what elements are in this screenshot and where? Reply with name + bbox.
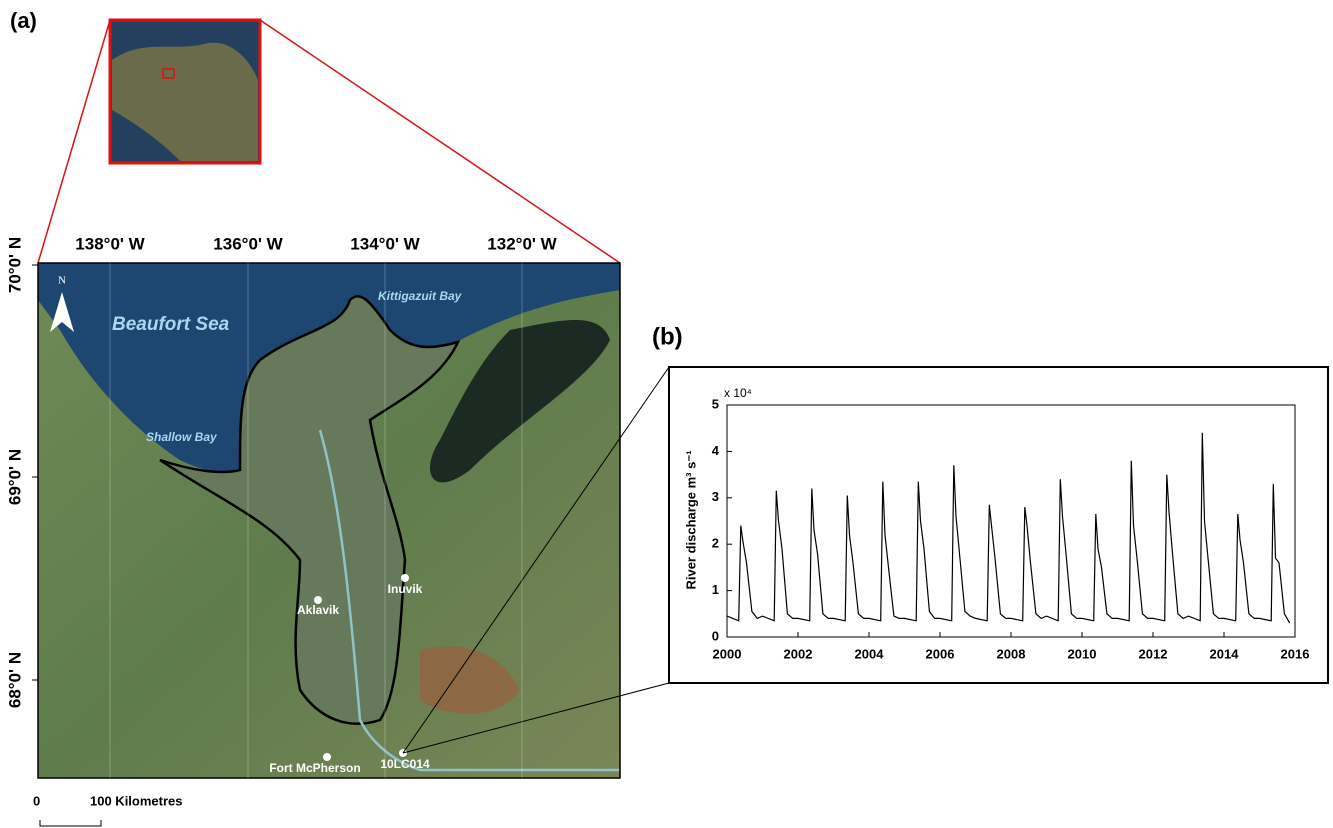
town-label: Aklavik xyxy=(297,603,339,617)
x-tick-label: 2016 xyxy=(1281,646,1310,661)
sea-label: Beaufort Sea xyxy=(112,314,230,335)
multiplier: x 10⁴ xyxy=(724,386,752,400)
map-frame xyxy=(37,262,621,779)
town-label: Inuvik xyxy=(388,582,423,596)
discharge-line xyxy=(726,432,1291,624)
y-tick-label: 1 xyxy=(712,582,719,597)
delta-outline xyxy=(159,295,461,725)
bay-label: Kittigazuit Bay xyxy=(378,289,463,303)
map-sea xyxy=(38,263,620,472)
north-label: N xyxy=(58,275,66,287)
connector xyxy=(402,366,670,754)
lake-area xyxy=(430,320,610,483)
town-dot xyxy=(314,596,322,604)
x-tick-label: 2014 xyxy=(1210,646,1240,661)
station-label: 10LC014 xyxy=(380,757,430,771)
y-tick-label: 0 xyxy=(712,628,719,643)
x-tick-label: 2010 xyxy=(1068,646,1097,661)
inset-locator xyxy=(162,68,175,79)
north-arrow xyxy=(50,292,74,332)
y-tick-label: 5 xyxy=(712,396,719,411)
connector xyxy=(402,682,670,754)
longitude-label: 136°0' W xyxy=(213,234,283,253)
latitude-label: 70°0' N xyxy=(5,237,24,293)
scale-label: 0 xyxy=(33,793,40,808)
inset-land xyxy=(112,42,258,161)
town-dot xyxy=(401,574,409,582)
x-tick-label: 2000 xyxy=(713,646,742,661)
zoom-line xyxy=(259,19,621,264)
longitude-label: 134°0' W xyxy=(350,234,420,253)
latitude-label: 68°0' N xyxy=(5,652,24,708)
y-tick-label: 2 xyxy=(712,536,719,551)
x-tick-label: 2004 xyxy=(855,646,885,661)
y-axis-label: River discharge m³ s⁻¹ xyxy=(683,450,698,589)
bay-label: Shallow Bay xyxy=(146,430,218,444)
y-tick-label: 4 xyxy=(712,443,720,458)
inset-frame xyxy=(108,18,262,165)
longitude-label: 138°0' W xyxy=(75,234,145,253)
river xyxy=(318,429,620,772)
chart-box xyxy=(668,366,1329,684)
scale-label: 100 Kilometres xyxy=(90,793,183,808)
scale-bar xyxy=(39,820,102,827)
zoom-line xyxy=(37,19,111,264)
panel-label: (b) xyxy=(652,323,683,350)
x-tick-label: 2002 xyxy=(784,646,813,661)
town-dot xyxy=(323,753,331,761)
latitude-label: 69°0' N xyxy=(5,449,24,505)
longitude-label: 132°0' W xyxy=(487,234,557,253)
x-tick-label: 2012 xyxy=(1139,646,1168,661)
town-label: Fort McPherson xyxy=(269,761,360,775)
y-tick-label: 3 xyxy=(712,489,719,504)
x-tick-label: 2006 xyxy=(926,646,955,661)
panel-label: (a) xyxy=(10,8,37,33)
x-tick-label: 2008 xyxy=(997,646,1026,661)
burn-area xyxy=(420,646,520,714)
